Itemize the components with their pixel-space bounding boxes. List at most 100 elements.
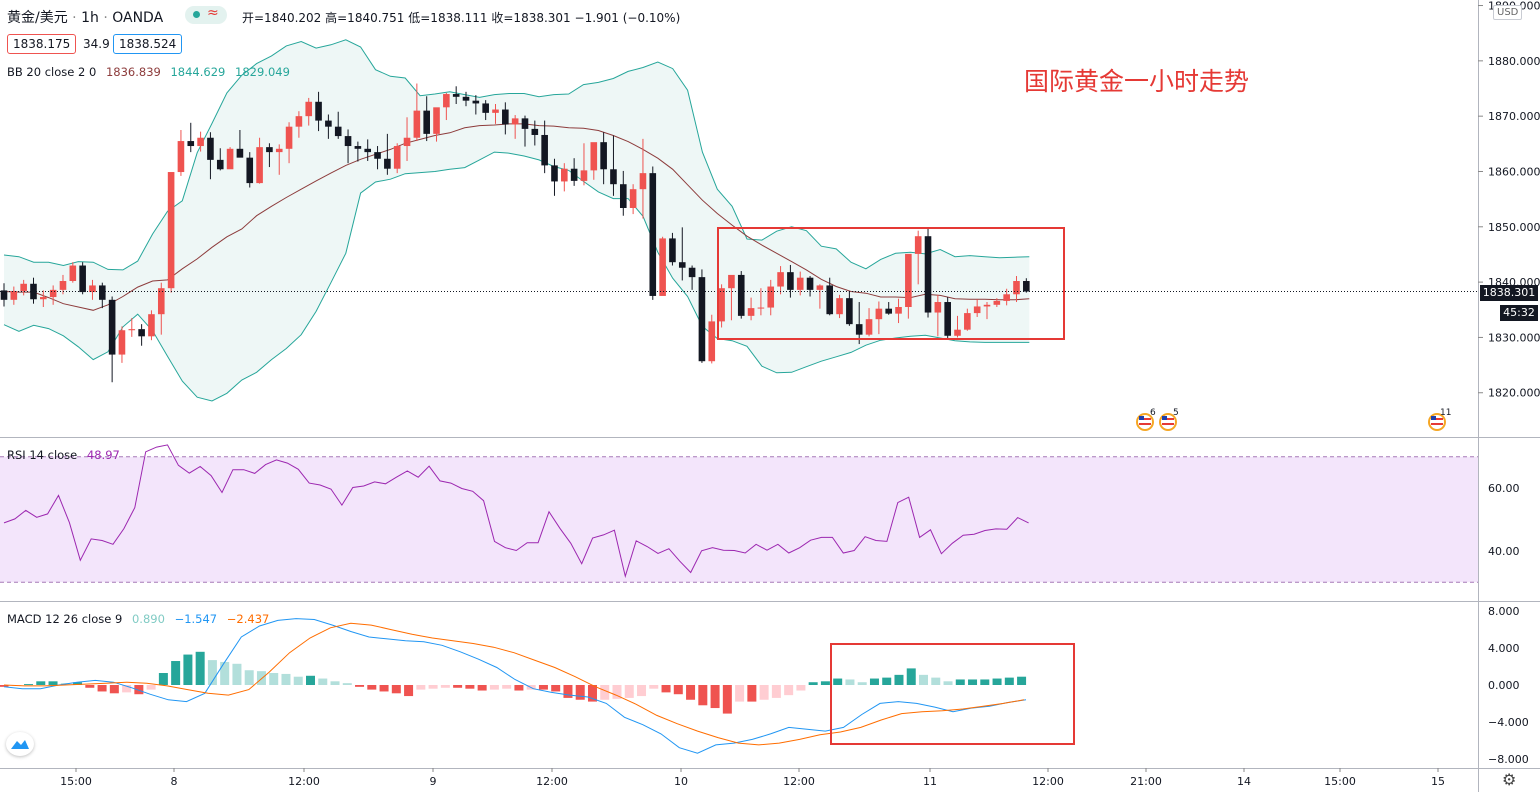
macd-histogram-bar: [73, 682, 83, 685]
macd-histogram-bar: [134, 685, 144, 695]
price-axis-label: 1830.000: [1488, 331, 1540, 344]
symbol-name[interactable]: 黄金/美元: [7, 10, 68, 26]
macd-histogram-bar: [796, 685, 806, 691]
candle-body: [1003, 294, 1010, 301]
candle-body: [20, 283, 27, 291]
macd-signal-line: [3, 622, 1025, 746]
macd-histogram-bar: [183, 654, 193, 685]
candle-body: [197, 137, 204, 147]
candle-body: [541, 134, 548, 166]
candle-body: [99, 285, 106, 300]
candle-body: [236, 148, 244, 158]
macd-histogram-bar: [36, 681, 46, 685]
macd-legend[interactable]: MACD 12 26 close 9 0.890 −1.547 −2.437: [7, 612, 269, 626]
bb-upper-line: [3, 39, 1030, 271]
candle-body: [167, 172, 175, 289]
macd-histogram-bar: [968, 679, 978, 685]
macd-axis-label: −4.000: [1488, 716, 1529, 729]
macd-histogram-bar: [845, 679, 855, 685]
macd-pane[interactable]: [0, 618, 1027, 754]
bb-lower-value: 1829.049: [235, 65, 290, 79]
candle-body: [502, 109, 509, 125]
candle-body: [659, 238, 666, 296]
bb-legend[interactable]: BB 20 close 2 0 1836.839 1844.629 1829.0…: [7, 65, 290, 79]
macd-histogram-bar: [784, 685, 794, 696]
tradingview-logo-icon[interactable]: [6, 732, 34, 756]
candle-body: [914, 236, 922, 254]
candle-body: [443, 94, 450, 108]
legend-header: 黄金/美元 · 1h · OANDA: [7, 7, 163, 27]
market-status-badge[interactable]: ≈: [185, 5, 227, 24]
macd-histogram-bar: [367, 685, 377, 690]
macd-histogram-bar: [673, 685, 683, 695]
macd-histogram-bar: [24, 684, 34, 686]
candle-body: [521, 118, 529, 129]
interval-label[interactable]: 1h: [81, 10, 99, 26]
candle-body: [787, 272, 794, 290]
time-axis-label: 12:00: [288, 775, 320, 788]
candle-body: [79, 265, 86, 293]
macd-histogram-bar: [649, 685, 659, 689]
macd-histogram-bar: [0, 685, 9, 687]
price-axis-label: 1820.000: [1488, 387, 1540, 400]
candle-body: [600, 142, 607, 170]
macd-histogram-bar: [833, 678, 843, 685]
us-flag-event-icon[interactable]: [1159, 413, 1177, 431]
macd-histogram-bar: [820, 681, 830, 685]
bb-upper-value: 1844.629: [170, 65, 226, 79]
countdown-label: 45:32: [1500, 305, 1538, 321]
candle-body: [944, 302, 951, 336]
candle-body: [138, 329, 145, 337]
sell-price-button[interactable]: 1838.175: [7, 34, 77, 54]
highlight-box-price[interactable]: [717, 227, 1065, 340]
macd-histogram-bar: [747, 685, 757, 702]
us-flag-event-icon[interactable]: [1136, 413, 1154, 431]
candle-body: [875, 308, 883, 320]
macd-histogram-bar: [1004, 677, 1014, 685]
candle-body: [954, 329, 961, 336]
macd-histogram-bar: [220, 661, 230, 685]
candle-body: [157, 288, 165, 315]
rsi-axis-label: 40.00: [1488, 545, 1520, 558]
candle-body: [354, 146, 362, 149]
price-axis-label: 1880.000: [1488, 55, 1540, 68]
price-axis-label: 1870.000: [1488, 110, 1540, 123]
time-axis-label: 8: [171, 775, 178, 788]
macd-label: MACD 12 26 close 9: [7, 612, 123, 626]
macd-histogram-bar: [281, 673, 291, 685]
candle-body: [207, 137, 214, 160]
macd-histogram-bar: [808, 682, 818, 685]
macd-histogram-bar: [661, 685, 671, 693]
rsi-pane[interactable]: [0, 444, 1478, 583]
time-axis-label: 21:00: [1130, 775, 1162, 788]
candle-body: [905, 253, 912, 308]
macd-histogram-bar: [379, 685, 389, 692]
candle-body: [511, 118, 519, 125]
macd-histogram-bar: [146, 685, 156, 690]
candle-body: [472, 100, 480, 104]
settings-gear-icon[interactable]: ⚙: [1502, 770, 1517, 789]
rsi-label: RSI 14 close: [7, 448, 78, 462]
rsi-legend[interactable]: RSI 14 close 48.97: [7, 448, 120, 462]
price-pane[interactable]: [0, 39, 1478, 431]
candle-body: [964, 313, 971, 330]
currency-label[interactable]: USD: [1493, 5, 1523, 20]
macd-histogram-bar: [637, 685, 647, 697]
candle-body: [561, 168, 568, 182]
buy-price-button[interactable]: 1838.524: [113, 34, 183, 54]
highlight-box-macd[interactable]: [830, 643, 1075, 745]
candle-body: [846, 298, 853, 325]
time-axis-label: 12:00: [1032, 775, 1064, 788]
overlay: [717, 227, 1075, 745]
candle-body: [266, 147, 273, 153]
candle-body: [108, 299, 116, 355]
time-axis-label: 15: [1431, 775, 1445, 788]
macd-histogram-bar: [502, 685, 512, 689]
macd-histogram-bar: [269, 673, 279, 685]
event-count-3: 11: [1440, 408, 1452, 418]
macd-histogram-bar: [122, 685, 132, 693]
macd-axis-label: −8.000: [1488, 753, 1529, 766]
us-flag-event-icon[interactable]: [1428, 413, 1446, 431]
candle-body: [413, 110, 421, 138]
